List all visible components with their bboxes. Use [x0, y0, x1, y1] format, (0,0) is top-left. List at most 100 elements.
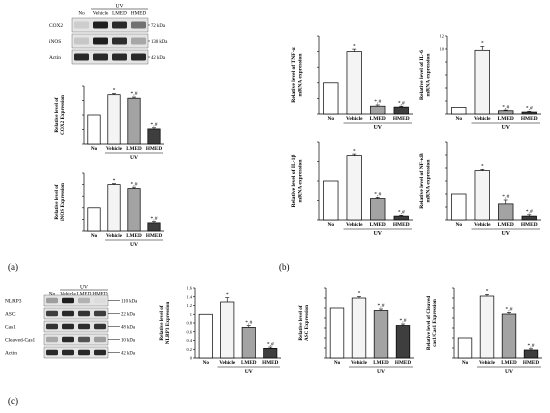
x-tick-label: No	[327, 222, 334, 228]
y-axis-label: ASC Expression	[304, 305, 310, 341]
x-tick-label: No	[91, 233, 98, 239]
blot-band	[78, 336, 90, 343]
y-tick-label: 1.4	[187, 294, 193, 299]
y-tick-label: 12	[440, 34, 444, 39]
bar-lmed	[127, 97, 141, 145]
significance-mark: *	[353, 148, 356, 154]
chart-cleaved-cas1: Relative level of Cleaved cas1/Cas1 Expre…	[426, 287, 542, 375]
bar-no	[323, 82, 339, 115]
blot-band	[93, 37, 108, 45]
blot-band	[62, 297, 74, 304]
blot-band	[74, 53, 89, 61]
significance-mark: *,#	[502, 104, 509, 110]
blot-lane-label: LMED	[77, 292, 92, 298]
blot-size-label: 42 kDa	[151, 56, 166, 61]
blot-row-label: iNOS	[49, 39, 61, 45]
y-axis-label: Relative level of	[159, 305, 165, 340]
bar-lmed	[370, 105, 386, 115]
significance-mark: *,#	[245, 320, 252, 326]
significance-mark: *	[481, 164, 484, 170]
bar-vehicle	[346, 155, 362, 221]
y-axis-label: Relative level of	[54, 97, 60, 132]
blot-band	[46, 349, 58, 356]
x-tick-label: HMED	[146, 233, 162, 239]
blot-band	[131, 37, 146, 45]
blot-uv-label: UV	[80, 285, 88, 291]
uv-group-label: UV	[130, 242, 138, 248]
x-tick-label: LMED	[498, 116, 514, 122]
y-axis-label: mRNA expression	[426, 53, 432, 97]
y-axis-label: Relative level of Cleaved	[426, 296, 432, 350]
blot-size-label: 10 kDa	[121, 338, 136, 343]
blot-lane-label: No	[78, 11, 85, 17]
x-tick-label: Vehicle	[479, 360, 496, 366]
x-tick-label: HMED	[521, 116, 538, 122]
y-axis-label: cas1/Cas1 Expression	[432, 299, 438, 347]
significance-mark: *,#	[398, 100, 405, 106]
panel-label-c: (c)	[8, 396, 18, 406]
blot-band	[112, 53, 127, 61]
bar-hmed	[395, 325, 411, 359]
uv-group-label: UV	[505, 369, 513, 375]
blot-band	[74, 21, 89, 29]
bar-hmed	[523, 349, 539, 359]
blot-band	[78, 310, 90, 317]
x-tick-label: HMED	[393, 116, 410, 122]
uv-group-label: UV	[245, 369, 253, 375]
blot-row-label: Cleaved-Cas1	[5, 338, 36, 344]
x-tick-label: No	[203, 360, 210, 366]
x-tick-label: Vehicle	[106, 146, 123, 152]
blot-band	[62, 349, 74, 356]
blot-band	[131, 21, 146, 29]
bar-lmed	[373, 310, 389, 359]
x-tick-label: Vehicle	[106, 233, 123, 239]
bar-lmed	[241, 327, 256, 359]
uv-group-label: UV	[502, 231, 511, 237]
significance-mark: *,#	[526, 209, 533, 215]
bar-no	[451, 107, 467, 115]
y-tick-label: 0	[190, 356, 193, 361]
significance-mark: *	[113, 88, 116, 94]
x-tick-label: Vehicle	[474, 222, 491, 228]
blot-band	[62, 336, 74, 343]
panel-label-b: (b)	[279, 262, 290, 272]
blot-band	[94, 349, 106, 356]
bar-hmed	[521, 215, 537, 221]
blot-lane-label: Vehicle	[93, 11, 109, 17]
y-tick-label: 0.8	[187, 321, 193, 326]
blot-band	[112, 21, 127, 29]
y-axis-label: Relative level of IL-6	[419, 50, 425, 100]
x-tick-label: HMED	[393, 222, 410, 228]
x-tick-label: LMED	[498, 222, 514, 228]
y-tick-label: 1.2	[187, 303, 193, 308]
x-tick-label: Vehicle	[351, 360, 368, 366]
blot-lane-label: No	[49, 292, 56, 298]
blot-size-label: 48 kDa	[121, 325, 136, 330]
blot-row-label: ASC	[5, 312, 16, 318]
x-tick-label: HMED	[523, 360, 539, 366]
y-tick-label: 0.6	[187, 329, 193, 334]
significance-mark: *,#	[151, 216, 158, 222]
significance-mark: *	[481, 41, 484, 47]
bar-hmed	[393, 106, 409, 115]
bar-hmed	[263, 348, 278, 359]
bar-lmed	[498, 110, 514, 115]
significance-mark: *,#	[131, 91, 138, 97]
x-tick-label: HMED	[395, 360, 411, 366]
bar-vehicle	[346, 51, 362, 115]
significance-mark: *,#	[502, 194, 509, 200]
x-tick-label: No	[327, 116, 334, 122]
x-tick-label: LMED	[373, 360, 389, 366]
chart-inos: Relative level of iNOS Expression No * Vehic…	[54, 172, 164, 248]
x-tick-label: Vehicle	[474, 116, 491, 122]
blot-row-label: COX2	[49, 23, 63, 29]
blot-band	[46, 310, 58, 317]
bar-vehicle	[474, 170, 490, 221]
blot-band	[94, 310, 106, 317]
x-tick-label: LMED	[370, 222, 386, 228]
uv-group-label: UV	[374, 125, 383, 131]
x-tick-label: HMED	[262, 360, 278, 366]
x-tick-label: HMED	[521, 222, 538, 228]
y-axis-label: Relative level of	[298, 305, 304, 340]
bar-lmed	[127, 188, 141, 232]
